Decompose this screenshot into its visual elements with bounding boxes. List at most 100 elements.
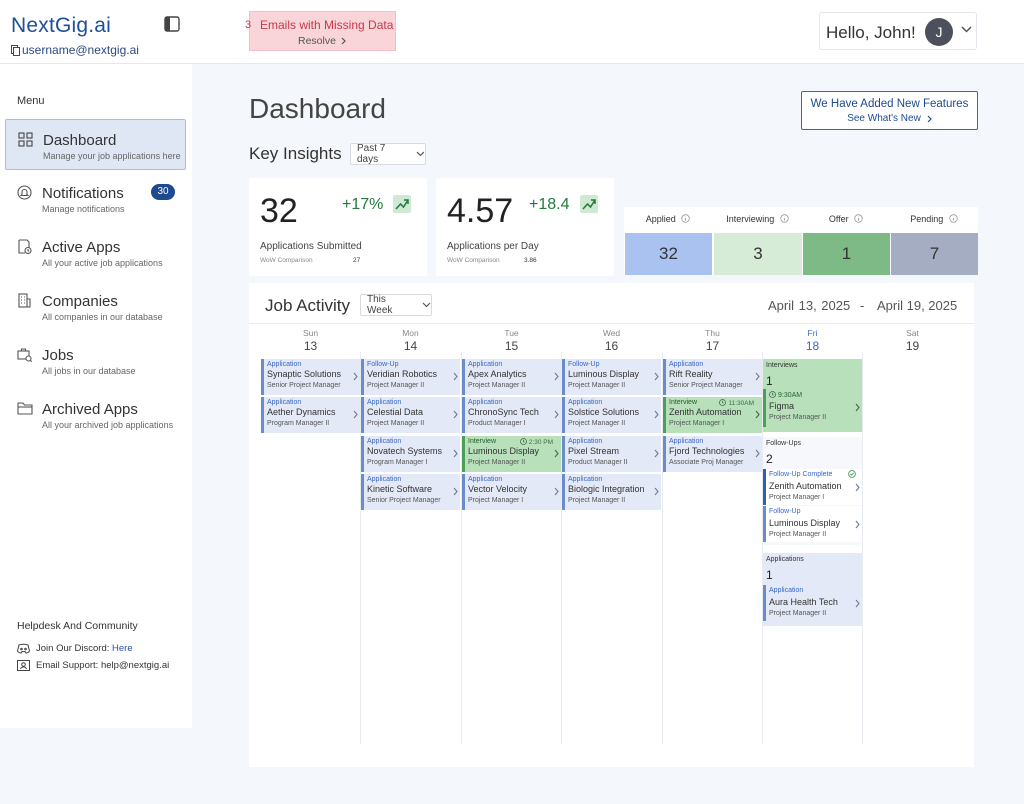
user-email-text: username@nextgig.ai (22, 43, 139, 57)
notifications-badge: 30 (151, 184, 175, 200)
discord-link[interactable]: Here (112, 643, 133, 654)
user-menu[interactable]: Hello, John! J (819, 12, 977, 50)
pipeline-label-interviewing: Interviewing (713, 214, 802, 224)
calendar-event[interactable]: Application Aura Health Tech Project Manag… (763, 585, 862, 621)
sidebar-item-active-apps[interactable]: Active Apps All your active job applicat… (5, 227, 186, 278)
calendar-event[interactable]: Application Vector Velocity Project Manage… (462, 474, 561, 510)
building-icon (17, 293, 32, 308)
group-title: Interviews (766, 362, 798, 369)
event-role: Program Manager II (267, 420, 330, 427)
calendar-event[interactable]: Follow-Up Complete Zenith Automation Proje… (763, 469, 862, 505)
calendar-event[interactable]: Application Aether Dynamics Program Manage… (261, 397, 360, 433)
day-number: 17 (705, 339, 720, 353)
calendar-event[interactable]: Interview 11:30AM Zenith Automation Project… (663, 397, 762, 433)
event-company: Luminous Display (769, 518, 841, 528)
sidebar-item-dashboard[interactable]: Dashboard Manage your job applications h… (5, 119, 186, 170)
info-icon[interactable] (949, 214, 958, 223)
event-role: Project Manager II (568, 382, 626, 389)
event-company: Veridian Robotics (367, 369, 438, 379)
wow-label: WoW Comparison (447, 257, 500, 264)
chevron-right-icon (353, 410, 358, 419)
info-icon[interactable] (780, 214, 789, 223)
event-role: Project Manager II (468, 382, 526, 389)
discord-icon (17, 643, 30, 654)
briefcase-icon (17, 347, 32, 362)
event-company: ChronoSync Tech (468, 407, 539, 417)
chevron-right-icon (341, 37, 346, 45)
sidebar-item-notifications[interactable]: Notifications Manage notifications 30 (5, 173, 186, 224)
event-company: Luminous Display (468, 446, 540, 456)
calendar-event[interactable]: Application Apex Analytics Project Manager… (462, 359, 561, 395)
event-type: Application (568, 438, 603, 445)
date-range-separator: - (860, 298, 865, 313)
page-title: Dashboard (249, 93, 386, 124)
card-delta: +17% (342, 196, 384, 213)
calendar-event[interactable]: Follow-Up Luminous Display Project Manager… (562, 359, 661, 395)
sidebar-item-subtitle: Manage your job applications here (43, 151, 181, 161)
activity-range-select[interactable]: This Week (360, 294, 432, 316)
day-of-week: Sat (906, 328, 919, 338)
event-type: Application (367, 399, 402, 406)
pipeline-count-pending[interactable]: 7 (891, 233, 978, 275)
calendar-event[interactable]: Application ChronoSync Tech Product Manage… (462, 397, 561, 433)
calendar-event[interactable]: Application Novatech Systems Program Manag… (361, 436, 460, 472)
info-icon[interactable] (854, 214, 863, 223)
calendar-event[interactable]: Application Kinetic Software Senior Projec… (361, 474, 460, 510)
date-range-end: April 19, 2025 (877, 298, 958, 313)
calendar-event[interactable]: Follow-Up Luminous Display Project Manager… (763, 506, 862, 542)
activity-range-value: This Week (367, 294, 393, 316)
sidebar-item-title: Dashboard (43, 132, 117, 149)
event-company: Kinetic Software (367, 484, 433, 494)
event-type: Follow-Up Complete (769, 471, 833, 478)
copy-icon[interactable] (11, 44, 20, 56)
sidebar-item-companies[interactable]: Companies All companies in our database (5, 281, 186, 332)
event-type: Application (367, 476, 402, 483)
missing-data-alert[interactable]: 3 Emails with Missing Data Resolve (245, 11, 396, 51)
chevron-right-icon (453, 449, 458, 458)
event-company: Aether Dynamics (267, 407, 336, 417)
calendar-event[interactable]: 9:30AM Figma Project Manager II (763, 389, 862, 427)
event-type: Application (468, 476, 503, 483)
calendar-event[interactable]: Follow-Up Veridian Robotics Project Manage… (361, 359, 460, 395)
insights-range-select[interactable]: Past 7 days (350, 143, 426, 165)
collapse-sidebar-icon[interactable] (164, 16, 180, 32)
group-title: Applications (766, 556, 804, 563)
chevron-right-icon (554, 449, 559, 458)
avatar[interactable]: J (925, 18, 953, 46)
sidebar-item-subtitle: All your archived job applications (42, 420, 174, 430)
pipeline-summary: Applied Interviewing Offer Pending 32 3 1 7 (624, 207, 978, 275)
calendar-event[interactable]: Application Celestial Data Project Manager… (361, 397, 460, 433)
calendar-event[interactable]: Application Rift Reality Senior Project Ma… (663, 359, 762, 395)
event-company: Zenith Automation (669, 407, 742, 417)
resolve-link[interactable]: Resolve (298, 35, 346, 47)
info-icon[interactable] (681, 214, 690, 223)
pipeline-count-offer[interactable]: 1 (803, 233, 890, 275)
event-company: Biologic Integration (568, 484, 645, 494)
app-logo[interactable]: NextGig.ai (11, 14, 112, 37)
chevron-down-icon (416, 151, 425, 157)
new-features-button[interactable]: We Have Added New Features See What's Ne… (801, 91, 978, 130)
sidebar-item-jobs[interactable]: Jobs All jobs in our database (5, 335, 186, 386)
job-activity-title: Job Activity (265, 296, 351, 315)
event-role: Project Manager I (468, 497, 524, 504)
event-company: Zenith Automation (769, 481, 842, 491)
calendar-event[interactable]: Application Solstice Solutions Project Man… (562, 397, 661, 433)
sidebar-item-subtitle: Manage notifications (42, 204, 125, 214)
pipeline-count-applied[interactable]: 32 (625, 233, 712, 275)
calendar-event[interactable]: Application Fjord Technologies Associate P… (663, 436, 762, 472)
pipeline-count-interviewing[interactable]: 3 (714, 233, 802, 275)
day-column-sun: Sun 13 Application Synaptic Solutions Senior… (260, 324, 361, 744)
sidebar-item-archived-apps[interactable]: Archived Apps All your archived job appl… (5, 389, 186, 440)
calendar-event[interactable]: Application Synaptic Solutions Senior Proj… (261, 359, 360, 395)
support-label[interactable]: Email Support: help@nextgig.ai (36, 660, 170, 671)
calendar-event[interactable]: Interview 2:30 PM Luminous Display Project … (462, 436, 561, 472)
group-header: Applications 1 (763, 553, 862, 587)
calendar-event[interactable]: Application Pixel Stream Product Manager I… (562, 436, 661, 472)
event-company: Celestial Data (367, 407, 424, 417)
sidebar-item-title: Archived Apps (42, 401, 138, 418)
chevron-down-icon[interactable] (961, 26, 972, 33)
chevron-right-icon (453, 487, 458, 496)
card-label: Applications Submitted (260, 241, 362, 252)
calendar-event[interactable]: Application Biologic Integration Project M… (562, 474, 661, 510)
chevron-right-icon (453, 372, 458, 381)
